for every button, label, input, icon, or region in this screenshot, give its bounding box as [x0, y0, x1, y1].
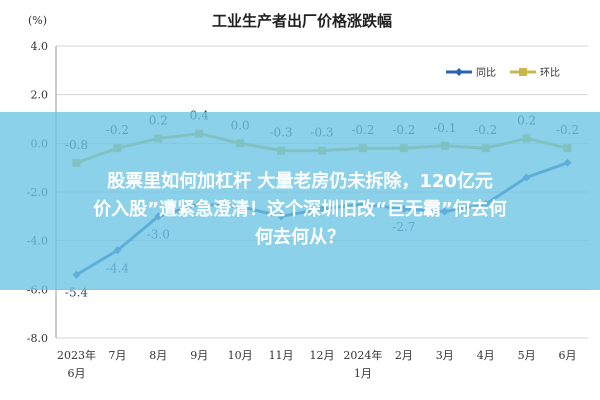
x-tick-label: 1月: [354, 367, 372, 380]
x-tick-label: 6月: [559, 349, 577, 362]
x-tick-label: 10月: [228, 349, 253, 362]
x-tick-label: 2月: [395, 349, 413, 362]
x-tick-label: 2024年: [343, 348, 382, 362]
x-tick-label: 7月: [108, 349, 126, 362]
overlay-line-3: 何去何从？: [255, 227, 345, 248]
y-tick-label: 4.0: [31, 40, 49, 53]
y-axis-unit: (%): [28, 14, 47, 27]
legend-label: 环比: [540, 67, 560, 79]
legend: 同比 环比: [446, 67, 560, 79]
overlay-line-1: 股票里如何加杠杆 大量老房仍未拆除，120亿元: [107, 171, 493, 192]
x-tick-label: 4月: [477, 349, 495, 362]
x-tick-label: 12月: [310, 349, 335, 362]
x-tick-label: 6月: [67, 367, 85, 380]
x-tick-label: 2023年: [57, 348, 96, 362]
x-tick-label: 5月: [518, 349, 536, 362]
legend-label: 同比: [476, 67, 496, 79]
x-tick-label: 3月: [436, 349, 454, 362]
x-tick-label: 8月: [149, 349, 167, 362]
overlay-line-2: 价入股”遭紧急澄清！这个深圳旧改“巨无霸”何去何: [93, 199, 507, 220]
x-tick-label: 9月: [190, 349, 208, 362]
y-tick-label: 2.0: [31, 89, 49, 102]
legend-marker: [519, 68, 527, 76]
chart-title: 工业生产者出厂价格涨跌幅: [212, 12, 392, 30]
x-tick-label: 11月: [269, 349, 294, 362]
legend-marker: [455, 68, 463, 76]
news-overlay-banner[interactable]: [0, 112, 600, 290]
news-overlay-text[interactable]: 股票里如何加杠杆 大量老房仍未拆除，120亿元 价入股”遭紧急澄清！这个深圳旧改…: [0, 168, 600, 252]
y-tick-label: -8.0: [27, 332, 48, 345]
